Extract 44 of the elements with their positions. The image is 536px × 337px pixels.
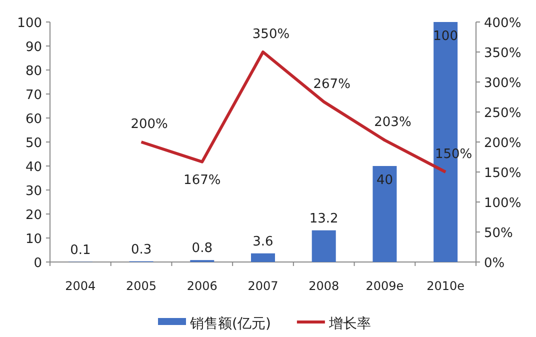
x-tick-label: 2010e <box>426 279 465 293</box>
y2-tick-label: 250% <box>484 106 522 121</box>
y-tick-label: 50 <box>25 136 42 151</box>
data-label: 100 <box>433 29 458 44</box>
y2-tick-label: 150% <box>484 166 522 181</box>
data-label: 0.1 <box>70 242 91 258</box>
x-tick-label: 2005 <box>126 279 157 293</box>
data-label: 3.6 <box>252 234 274 250</box>
data-label: 13.2 <box>309 211 338 226</box>
y-tick-label: 10 <box>25 232 42 247</box>
y2-tick-label: 0% <box>484 256 505 271</box>
x-tick-label: 2009e <box>366 279 404 293</box>
y2-tick-label: 100% <box>484 196 522 211</box>
legend-label: 增长率 <box>328 316 371 332</box>
data-label: 203% <box>374 115 412 130</box>
x-tick-label: 2004 <box>65 279 96 293</box>
y-tick-label: 60 <box>25 112 42 127</box>
y-tick-label: 70 <box>25 88 42 103</box>
data-label: 167% <box>184 172 221 188</box>
data-label: 350% <box>252 27 290 42</box>
data-label: 0.8 <box>192 241 212 256</box>
data-label: 0.3 <box>130 242 152 258</box>
y2-tick-label: 50% <box>484 226 513 241</box>
bar <box>251 253 275 262</box>
legend-label: 销售额(亿元) <box>189 316 271 332</box>
y-tick-label: 40 <box>25 160 42 175</box>
y-tick-label: 80 <box>25 64 42 79</box>
y2-tick-label: 350% <box>484 46 522 61</box>
y-tick-label: 30 <box>25 184 42 199</box>
y2-tick-label: 200% <box>484 136 522 151</box>
bar <box>312 230 336 262</box>
x-tick-label: 2006 <box>186 279 218 293</box>
y2-tick-label: 400% <box>484 16 522 31</box>
y-tick-label: 90 <box>25 40 42 55</box>
y-tick-label: 0 <box>34 256 42 271</box>
data-label: 267% <box>313 76 350 92</box>
data-label: 200% <box>130 117 168 132</box>
y-tick-label: 100 <box>17 16 42 31</box>
x-tick-label: 2007 <box>248 279 278 293</box>
bar <box>372 166 397 262</box>
data-label: 40 <box>376 173 393 188</box>
x-tick-label: 2008 <box>308 279 340 293</box>
y-tick-label: 20 <box>25 208 42 223</box>
y2-tick-label: 300% <box>484 76 522 91</box>
